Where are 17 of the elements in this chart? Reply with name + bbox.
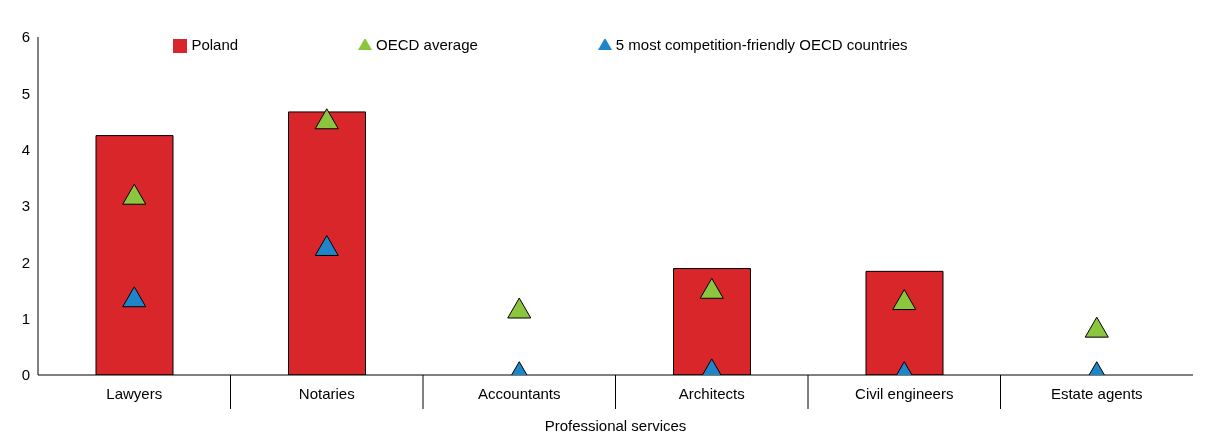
x-tick-label: Architects	[678, 385, 745, 402]
y-tick-label: 3	[21, 197, 30, 215]
y-tick-label: 4	[21, 141, 30, 159]
x-tick-label: Estate agents	[1050, 385, 1143, 402]
x-tick-label: Civil engineers	[855, 385, 954, 402]
y-tick-label: 1	[21, 310, 30, 327]
x-axis-title: Professional services	[544, 417, 687, 433]
legend-label: OECD average	[376, 36, 478, 53]
x-tick-label: Notaries	[298, 385, 355, 402]
x-tick-label: Accountants	[477, 385, 561, 402]
legend-label: Poland	[191, 36, 239, 53]
y-tick-label: 6	[21, 28, 30, 46]
legend-label: 5 most competition-friendly OECD countries	[615, 36, 908, 53]
y-tick-label: 0	[21, 366, 30, 384]
x-tick-label: Lawyers	[106, 385, 163, 402]
y-tick-label: 2	[21, 253, 30, 271]
y-tick-label: 5	[21, 84, 30, 102]
